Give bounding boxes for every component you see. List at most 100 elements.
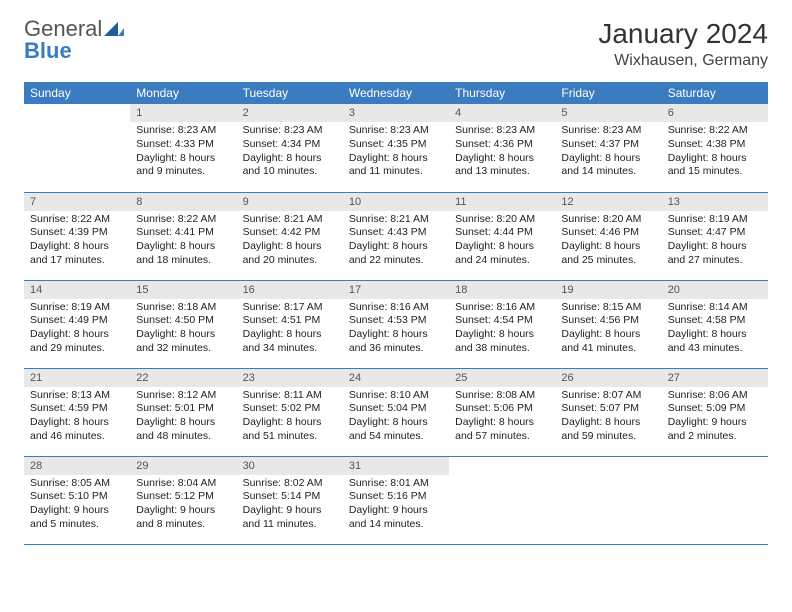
day-number: 2 xyxy=(237,104,343,122)
calendar-day-cell: 5Sunrise: 8:23 AMSunset: 4:37 PMDaylight… xyxy=(555,104,661,192)
calendar-day-cell: 11Sunrise: 8:20 AMSunset: 4:44 PMDayligh… xyxy=(449,192,555,280)
day-body: Sunrise: 8:12 AMSunset: 5:01 PMDaylight:… xyxy=(130,387,236,448)
sunrise-text: Sunrise: 8:19 AM xyxy=(668,213,762,227)
calendar-day-cell: 12Sunrise: 8:20 AMSunset: 4:46 PMDayligh… xyxy=(555,192,661,280)
sunrise-text: Sunrise: 8:23 AM xyxy=(455,124,549,138)
sunset-text: Sunset: 4:33 PM xyxy=(136,138,230,152)
calendar-day-cell: 19Sunrise: 8:15 AMSunset: 4:56 PMDayligh… xyxy=(555,280,661,368)
calendar-day-cell: 26Sunrise: 8:07 AMSunset: 5:07 PMDayligh… xyxy=(555,368,661,456)
sunrise-text: Sunrise: 8:06 AM xyxy=(668,389,762,403)
day-number: 31 xyxy=(343,457,449,475)
day-body: Sunrise: 8:16 AMSunset: 4:54 PMDaylight:… xyxy=(449,299,555,360)
daylight-text: Daylight: 8 hours and 29 minutes. xyxy=(30,328,124,355)
daylight-text: Daylight: 9 hours and 11 minutes. xyxy=(243,504,337,531)
calendar-week-row: .1Sunrise: 8:23 AMSunset: 4:33 PMDayligh… xyxy=(24,104,768,192)
daylight-text: Daylight: 9 hours and 14 minutes. xyxy=(349,504,443,531)
day-body: Sunrise: 8:21 AMSunset: 4:42 PMDaylight:… xyxy=(237,211,343,272)
day-number: 19 xyxy=(555,281,661,299)
calendar-day-cell: 8Sunrise: 8:22 AMSunset: 4:41 PMDaylight… xyxy=(130,192,236,280)
daylight-text: Daylight: 8 hours and 18 minutes. xyxy=(136,240,230,267)
day-body: Sunrise: 8:22 AMSunset: 4:39 PMDaylight:… xyxy=(24,211,130,272)
calendar-day-cell: 29Sunrise: 8:04 AMSunset: 5:12 PMDayligh… xyxy=(130,456,236,544)
day-number: 5 xyxy=(555,104,661,122)
day-number: 27 xyxy=(662,369,768,387)
sunrise-text: Sunrise: 8:15 AM xyxy=(561,301,655,315)
day-body: Sunrise: 8:22 AMSunset: 4:41 PMDaylight:… xyxy=(130,211,236,272)
day-body: Sunrise: 8:05 AMSunset: 5:10 PMDaylight:… xyxy=(24,475,130,536)
weekday-header: Saturday xyxy=(662,82,768,104)
day-body: Sunrise: 8:10 AMSunset: 5:04 PMDaylight:… xyxy=(343,387,449,448)
calendar-day-cell: 24Sunrise: 8:10 AMSunset: 5:04 PMDayligh… xyxy=(343,368,449,456)
calendar-day-cell: 7Sunrise: 8:22 AMSunset: 4:39 PMDaylight… xyxy=(24,192,130,280)
calendar-day-cell: 30Sunrise: 8:02 AMSunset: 5:14 PMDayligh… xyxy=(237,456,343,544)
calendar-day-cell: 20Sunrise: 8:14 AMSunset: 4:58 PMDayligh… xyxy=(662,280,768,368)
weekday-header: Friday xyxy=(555,82,661,104)
day-number: 18 xyxy=(449,281,555,299)
calendar-day-cell: 14Sunrise: 8:19 AMSunset: 4:49 PMDayligh… xyxy=(24,280,130,368)
sunrise-text: Sunrise: 8:02 AM xyxy=(243,477,337,491)
sunset-text: Sunset: 4:50 PM xyxy=(136,314,230,328)
day-number: 11 xyxy=(449,193,555,211)
day-body: Sunrise: 8:15 AMSunset: 4:56 PMDaylight:… xyxy=(555,299,661,360)
daylight-text: Daylight: 8 hours and 25 minutes. xyxy=(561,240,655,267)
day-body: Sunrise: 8:19 AMSunset: 4:49 PMDaylight:… xyxy=(24,299,130,360)
sunset-text: Sunset: 4:56 PM xyxy=(561,314,655,328)
sunset-text: Sunset: 4:43 PM xyxy=(349,226,443,240)
day-number: 1 xyxy=(130,104,236,122)
daylight-text: Daylight: 8 hours and 54 minutes. xyxy=(349,416,443,443)
sunrise-text: Sunrise: 8:20 AM xyxy=(561,213,655,227)
title-block: January 2024 Wixhausen, Germany xyxy=(598,18,768,70)
daylight-text: Daylight: 8 hours and 9 minutes. xyxy=(136,152,230,179)
daylight-text: Daylight: 8 hours and 27 minutes. xyxy=(668,240,762,267)
calendar-day-cell: 18Sunrise: 8:16 AMSunset: 4:54 PMDayligh… xyxy=(449,280,555,368)
sunset-text: Sunset: 4:36 PM xyxy=(455,138,549,152)
day-body: Sunrise: 8:07 AMSunset: 5:07 PMDaylight:… xyxy=(555,387,661,448)
calendar-table: Sunday Monday Tuesday Wednesday Thursday… xyxy=(24,82,768,545)
day-number: 16 xyxy=(237,281,343,299)
day-number: 4 xyxy=(449,104,555,122)
daylight-text: Daylight: 8 hours and 57 minutes. xyxy=(455,416,549,443)
sunset-text: Sunset: 5:10 PM xyxy=(30,490,124,504)
calendar-day-cell: 17Sunrise: 8:16 AMSunset: 4:53 PMDayligh… xyxy=(343,280,449,368)
sunrise-text: Sunrise: 8:22 AM xyxy=(668,124,762,138)
sunset-text: Sunset: 4:39 PM xyxy=(30,226,124,240)
day-body: Sunrise: 8:14 AMSunset: 4:58 PMDaylight:… xyxy=(662,299,768,360)
day-body: Sunrise: 8:23 AMSunset: 4:34 PMDaylight:… xyxy=(237,122,343,183)
day-number: 7 xyxy=(24,193,130,211)
sunrise-text: Sunrise: 8:08 AM xyxy=(455,389,549,403)
sunset-text: Sunset: 4:49 PM xyxy=(30,314,124,328)
sunset-text: Sunset: 4:35 PM xyxy=(349,138,443,152)
sunrise-text: Sunrise: 8:23 AM xyxy=(243,124,337,138)
sunrise-text: Sunrise: 8:11 AM xyxy=(243,389,337,403)
calendar-day-cell: . xyxy=(555,456,661,544)
sunset-text: Sunset: 4:53 PM xyxy=(349,314,443,328)
day-number: 15 xyxy=(130,281,236,299)
calendar-day-cell: . xyxy=(24,104,130,192)
sunset-text: Sunset: 4:41 PM xyxy=(136,226,230,240)
sunset-text: Sunset: 4:34 PM xyxy=(243,138,337,152)
day-number: 10 xyxy=(343,193,449,211)
calendar-day-cell: 6Sunrise: 8:22 AMSunset: 4:38 PMDaylight… xyxy=(662,104,768,192)
day-number: 12 xyxy=(555,193,661,211)
sunrise-text: Sunrise: 8:05 AM xyxy=(30,477,124,491)
day-number: 13 xyxy=(662,193,768,211)
day-number: 17 xyxy=(343,281,449,299)
daylight-text: Daylight: 8 hours and 41 minutes. xyxy=(561,328,655,355)
daylight-text: Daylight: 8 hours and 14 minutes. xyxy=(561,152,655,179)
sunset-text: Sunset: 5:07 PM xyxy=(561,402,655,416)
calendar-day-cell: 21Sunrise: 8:13 AMSunset: 4:59 PMDayligh… xyxy=(24,368,130,456)
daylight-text: Daylight: 8 hours and 20 minutes. xyxy=(243,240,337,267)
sunset-text: Sunset: 5:02 PM xyxy=(243,402,337,416)
weekday-header: Tuesday xyxy=(237,82,343,104)
sunset-text: Sunset: 4:37 PM xyxy=(561,138,655,152)
weekday-header: Sunday xyxy=(24,82,130,104)
sunset-text: Sunset: 4:44 PM xyxy=(455,226,549,240)
day-number: 21 xyxy=(24,369,130,387)
day-number: 3 xyxy=(343,104,449,122)
day-number: 24 xyxy=(343,369,449,387)
daylight-text: Daylight: 8 hours and 36 minutes. xyxy=(349,328,443,355)
daylight-text: Daylight: 9 hours and 2 minutes. xyxy=(668,416,762,443)
calendar-day-cell: 4Sunrise: 8:23 AMSunset: 4:36 PMDaylight… xyxy=(449,104,555,192)
calendar-week-row: 21Sunrise: 8:13 AMSunset: 4:59 PMDayligh… xyxy=(24,368,768,456)
day-number: 28 xyxy=(24,457,130,475)
